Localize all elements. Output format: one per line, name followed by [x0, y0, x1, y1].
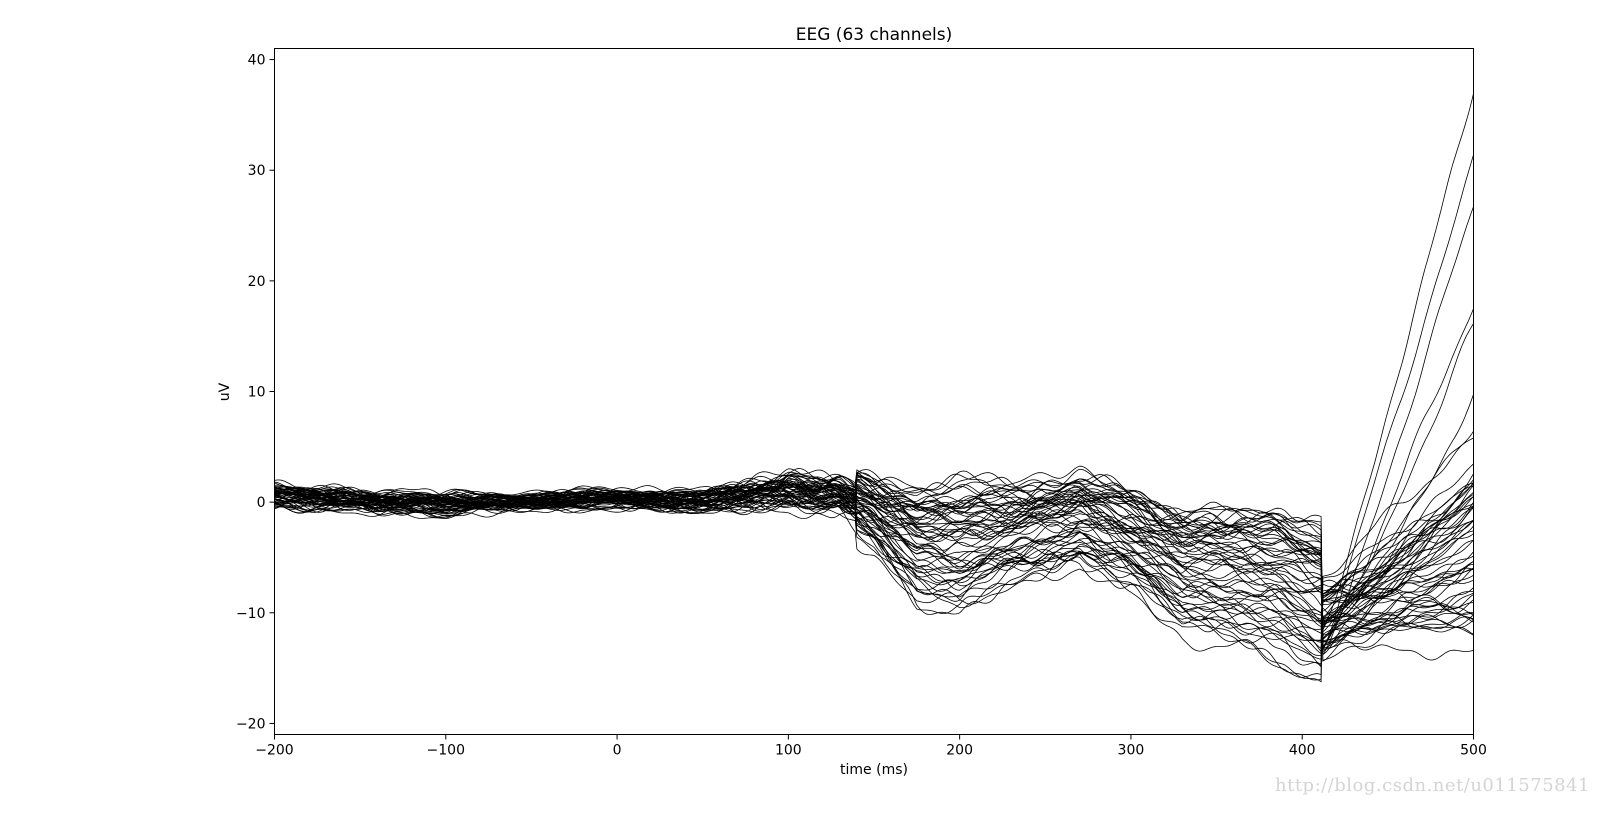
x-tick-label: 400: [1289, 743, 1316, 759]
channel-line: [274, 481, 1474, 653]
x-tick-label: 100: [775, 743, 802, 759]
channel-line: [274, 493, 1474, 635]
channel-line: [274, 323, 1474, 651]
channel-line: [274, 154, 1474, 651]
y-tick-label: 0: [257, 495, 266, 511]
x-tick-label: 200: [946, 743, 973, 759]
channel-line: [274, 499, 1474, 681]
x-axis-ticks: −200 −100 0 100 200 300 400 500: [255, 734, 1487, 759]
channel-line: [274, 475, 1474, 622]
channel-line: [274, 483, 1474, 620]
y-tick-label: −10: [236, 606, 266, 622]
channel-line: [274, 484, 1474, 626]
channel-line: [274, 475, 1474, 636]
y-tick-label: 40: [248, 53, 266, 69]
channel-line: [274, 465, 1474, 661]
channel-lines: [274, 93, 1474, 683]
watermark-url: http://blog.csdn.net/u011575841: [1275, 775, 1590, 796]
x-tick-label: 300: [1118, 743, 1145, 759]
channel-line: [274, 463, 1474, 678]
channel-line: [274, 206, 1474, 648]
channel-line: [274, 475, 1474, 620]
x-tick-label: 500: [1460, 743, 1487, 759]
channel-line: [274, 485, 1474, 626]
channel-line: [274, 485, 1474, 666]
y-axis-ticks: −20 −10 0 10 20 30 40: [236, 53, 275, 732]
y-axis-label: uV: [217, 382, 233, 401]
channel-line: [274, 476, 1474, 641]
channel-line: [274, 485, 1474, 628]
x-tick-label: −100: [427, 743, 465, 759]
channel-line: [274, 469, 1474, 647]
channel-line: [274, 475, 1474, 644]
x-tick-label: 0: [613, 743, 622, 759]
channel-line: [274, 487, 1474, 617]
y-tick-label: 10: [248, 385, 266, 401]
channel-line: [274, 483, 1474, 644]
channel-line: [274, 495, 1474, 622]
channel-line: [274, 475, 1474, 646]
y-tick-label: −20: [236, 716, 266, 732]
channel-line: [274, 469, 1474, 662]
x-tick-label: −200: [255, 743, 293, 759]
chart-title: EEG (63 channels): [796, 25, 953, 45]
x-axis-label: time (ms): [840, 762, 908, 778]
y-tick-label: 30: [248, 163, 266, 179]
y-tick-label: 20: [248, 274, 266, 290]
